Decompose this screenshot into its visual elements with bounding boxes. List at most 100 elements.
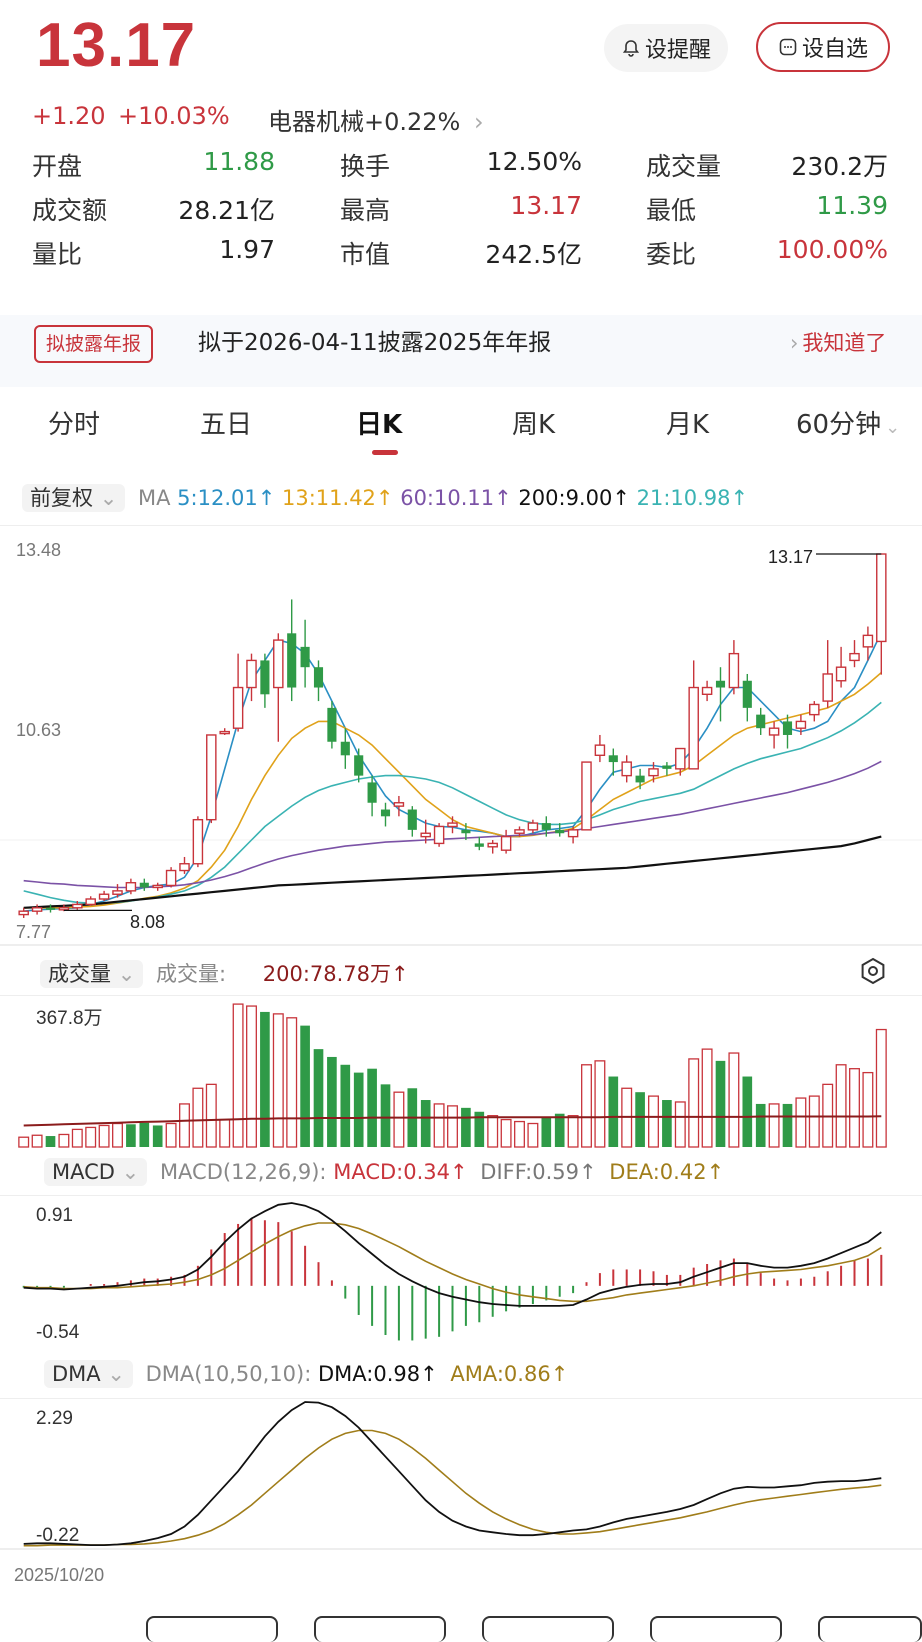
candle-body [500, 835, 512, 851]
candle-body [327, 707, 337, 742]
adjust-label: 前复权 [30, 486, 93, 510]
volume-bar [541, 1117, 552, 1147]
plus-square-icon [779, 38, 797, 56]
volume-bar [648, 1095, 659, 1148]
chevron-right-icon: › [790, 331, 799, 355]
candle-body [300, 646, 310, 668]
stat-value: 1.97 [219, 235, 275, 264]
ma-line-ma60 [23, 760, 882, 889]
volume-bar [71, 1128, 83, 1148]
stat-label: 开盘 [32, 152, 83, 181]
volume-bar [433, 1103, 445, 1148]
volume-bar [875, 1028, 887, 1148]
tab-weekly-k[interactable]: 周K [512, 410, 556, 440]
volume-bar [205, 1083, 217, 1148]
dismiss-notice-button[interactable]: › 我知道了 [790, 325, 886, 361]
dismiss-notice-label: 我知道了 [802, 331, 887, 355]
bottom-action-button-1[interactable] [146, 1616, 278, 1642]
ma13-value: 13:11.42↑ [282, 486, 394, 510]
candle-body [756, 714, 766, 729]
volume-bar [662, 1100, 672, 1147]
volume-bar [420, 1100, 431, 1147]
candle-body [514, 829, 525, 834]
candle-body [648, 768, 659, 777]
candle-body [354, 755, 364, 776]
volume-chart [0, 995, 922, 1148]
bottom-action-button-3[interactable] [482, 1616, 614, 1642]
volume-bar [393, 1091, 405, 1148]
candle-body [58, 907, 70, 911]
tab-monthly-k[interactable]: 月K [666, 410, 710, 440]
dma-selector[interactable]: DMA ⌄ [44, 1360, 133, 1388]
bottom-action-button-2[interactable] [314, 1616, 446, 1642]
ma-legend: 前复权 ⌄ MA 5:12.01↑ 13:11.42↑ 60:10.11↑ 20… [22, 482, 748, 512]
candle-body [581, 761, 592, 831]
volume-bar [313, 1049, 324, 1147]
volume-bar [45, 1136, 56, 1147]
volume-bar [18, 1136, 30, 1148]
candle-body [461, 829, 471, 834]
volume-bar [567, 1115, 579, 1148]
candle-body [206, 734, 217, 821]
volume-ma-line [23, 1115, 882, 1127]
hexagon-settings-icon[interactable] [858, 956, 888, 986]
tab-intraday[interactable]: 分时 [48, 410, 101, 440]
macd-chart [0, 1195, 922, 1341]
ma-line-ma13 [23, 671, 882, 909]
set-alert-button[interactable]: 设提醒 [604, 24, 728, 72]
volume-selector-label: 成交量 [48, 962, 111, 986]
macd-selector[interactable]: MACD ⌄ [44, 1158, 148, 1186]
candle-body [407, 809, 417, 830]
volume-bar [112, 1122, 123, 1148]
candle-body [367, 782, 377, 803]
candle-body [555, 829, 565, 834]
volume-bar [608, 1076, 619, 1147]
volume-bar [554, 1113, 565, 1147]
candle-body [728, 652, 740, 689]
volume-selector[interactable]: 成交量 ⌄ [40, 960, 144, 988]
add-watchlist-label: 设自选 [801, 37, 868, 62]
candle-body [541, 823, 551, 830]
candle-body [809, 703, 820, 716]
macd-axis-bottom: -0.54 [36, 1322, 80, 1343]
volume-bar [635, 1092, 645, 1147]
tab-60-min[interactable]: 60分钟 ⌄ [796, 404, 900, 441]
candle-body [246, 659, 257, 689]
ma-line-ma200 [23, 835, 882, 909]
stat-label: 量比 [32, 240, 83, 269]
sector-link[interactable]: 电器机械+0.22% › [268, 102, 484, 137]
candle-body [447, 822, 458, 828]
volume-bar [327, 1056, 337, 1147]
candle-body [112, 890, 123, 895]
add-watchlist-button[interactable]: 设自选 [756, 22, 890, 72]
tab-60-min-label: 60分钟 [796, 410, 882, 440]
volume-legend: 成交量 ⌄ 成交量: 200:78.78万↑ [40, 958, 409, 988]
tab-five-day[interactable]: 五日 [200, 410, 253, 440]
adjust-selector[interactable]: 前复权 ⌄ [22, 484, 126, 512]
chevron-right-icon: › [474, 108, 484, 136]
ma200-value: 200:9.00↑ [518, 486, 630, 510]
candle-body [795, 720, 807, 729]
bell-icon [622, 40, 640, 57]
tab-daily-k[interactable]: 日K [356, 410, 403, 440]
volume-axis-max: 367.8万 [36, 1008, 103, 1029]
bottom-action-button-4[interactable] [650, 1616, 782, 1642]
candle-body [31, 907, 43, 912]
candle-body [527, 822, 539, 831]
notice-text: 拟于2026-04-11披露2025年年报 [198, 330, 552, 356]
candlestick-chart[interactable] [0, 525, 922, 947]
bottom-action-button-5[interactable] [818, 1616, 922, 1642]
set-alert-label: 设提醒 [644, 38, 711, 63]
dma-line [23, 1401, 882, 1547]
volume-bar [849, 1068, 860, 1148]
price-change-pct: +10.03% [118, 102, 230, 130]
volume-bar [500, 1118, 512, 1148]
volume-bar [219, 1118, 231, 1148]
ma5-value: 5:12.01↑ [177, 486, 276, 510]
candle-body [715, 680, 726, 688]
ma-line-ma5 [23, 632, 883, 912]
stat-label: 成交额 [32, 196, 108, 225]
volume-bar [688, 1058, 700, 1148]
volume-bar [58, 1133, 70, 1148]
chevron-down-icon: ⌄ [117, 962, 136, 986]
